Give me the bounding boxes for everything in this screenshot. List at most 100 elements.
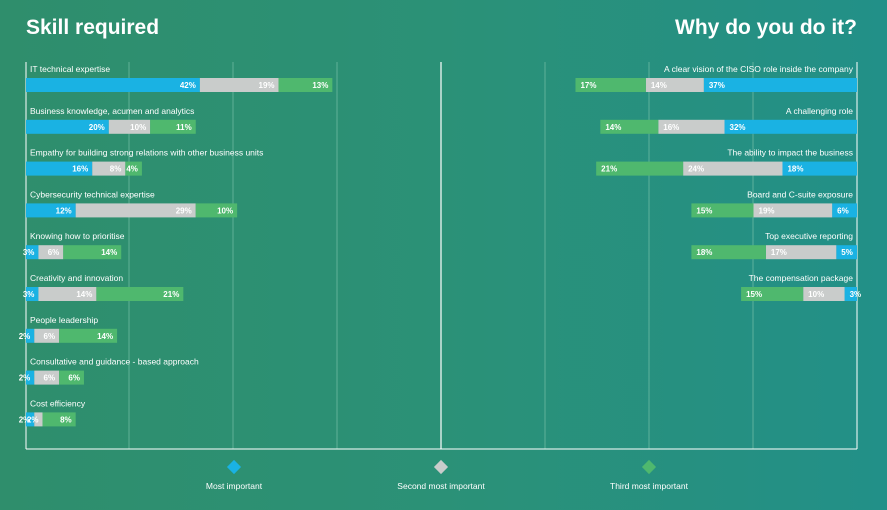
data-label: 18% [787,165,803,174]
data-label: 18% [696,248,712,257]
bar-segment [34,328,60,343]
bar-segment [26,203,76,218]
legend-label: Third most important [610,481,688,491]
bar-segment [63,245,122,260]
bar-segment [26,119,109,134]
bar-segment [596,161,684,176]
data-label: 11% [176,123,192,132]
data-label: 10% [130,123,146,132]
bar-segment [96,287,184,301]
data-label: 10% [217,206,233,215]
bar-segment [59,328,118,343]
bar-segment [765,245,837,260]
data-label: 12% [56,206,72,215]
data-label: 17% [580,81,596,90]
bar-segment [803,287,845,301]
bar-segment [26,78,200,92]
left-chart-title: Skill required [26,16,160,39]
bar-segment [26,412,35,427]
data-label: 37% [709,81,725,90]
data-label: 19% [259,81,275,90]
data-label: 42% [180,81,196,90]
category-label: Business knowledge, acumen and analytics [30,106,194,116]
bar-segment [38,287,97,301]
data-label: 16% [663,123,679,132]
data-label: 2% [19,374,31,383]
data-label: 32% [730,123,746,132]
category-label: Top executive reporting [765,231,853,241]
bar-segment [125,161,142,176]
bar-segment [600,119,659,134]
bar-segment [836,245,857,260]
data-label: 14% [76,290,92,299]
bar-segment [26,287,39,301]
data-label: 2% [27,415,39,424]
legend-item-third-most-important: Third most important [569,459,729,491]
bar-segment [59,370,84,385]
data-label: 6% [48,248,60,257]
data-label: 6% [68,374,80,383]
legend-label: Second most important [397,481,485,491]
data-label: 15% [746,290,762,299]
category-label: Empathy for building strong relations wi… [30,148,263,158]
category-label: Board and C-suite exposure [747,189,853,199]
bar-segment [278,78,333,92]
category-label: Knowing how to prioritise [30,231,125,241]
data-label: 14% [651,81,667,90]
right-chart-title: Why do you do it? [675,16,857,39]
data-label: 15% [696,206,712,215]
data-label: 24% [688,165,704,174]
diamond-icon [433,459,449,475]
category-label: The compensation package [749,273,854,283]
bar-segment [691,203,754,218]
bar-segment [683,161,783,176]
legend-item-second-most-important: Second most important [361,459,521,491]
data-label: 29% [176,206,192,215]
bar-segment [691,245,766,260]
bar-segment [42,412,76,427]
bar-segment [26,370,35,385]
bar-segment [34,412,43,427]
data-label: 5% [841,248,853,257]
bar-segment [199,78,279,92]
category-label: The ability to impact the business [727,148,853,158]
data-label: 4% [126,165,138,174]
data-label: 6% [44,332,56,341]
bar-segment [658,119,725,134]
bar-segment [38,245,64,260]
data-label: 14% [101,248,117,257]
bar-segment [108,119,151,134]
data-label: 21% [163,290,179,299]
bar-segment [832,203,857,218]
legend-label: Most important [205,481,263,491]
data-label: 3% [23,248,35,257]
data-label: 8% [110,165,122,174]
data-label: 20% [89,123,105,132]
category-label: A clear vision of the CISO role inside t… [664,64,854,74]
data-label: 6% [837,206,849,215]
data-label: 19% [759,206,775,215]
bar-segment [724,119,857,134]
data-label: 8% [60,415,72,424]
category-label: A challenging role [786,106,853,116]
data-label: 14% [605,123,621,132]
data-label: 10% [808,290,824,299]
bar-segment [575,78,646,92]
category-label: IT technical expertise [30,64,110,74]
bar-segment [645,78,704,92]
bar-segment [34,370,60,385]
bar-segment [26,161,93,176]
legend-item-most-important: Most important [154,459,314,491]
data-label: 3% [23,290,35,299]
data-label: 13% [312,81,328,90]
data-label: 16% [72,165,88,174]
diamond-icon [226,459,242,475]
bar-segment [741,287,804,301]
bar-segment [26,328,35,343]
category-label: People leadership [30,315,98,325]
data-label: 2% [19,332,31,341]
category-label: Consultative and guidance - based approa… [30,357,199,367]
bar-segment [195,203,238,218]
bar-segment [92,161,126,176]
